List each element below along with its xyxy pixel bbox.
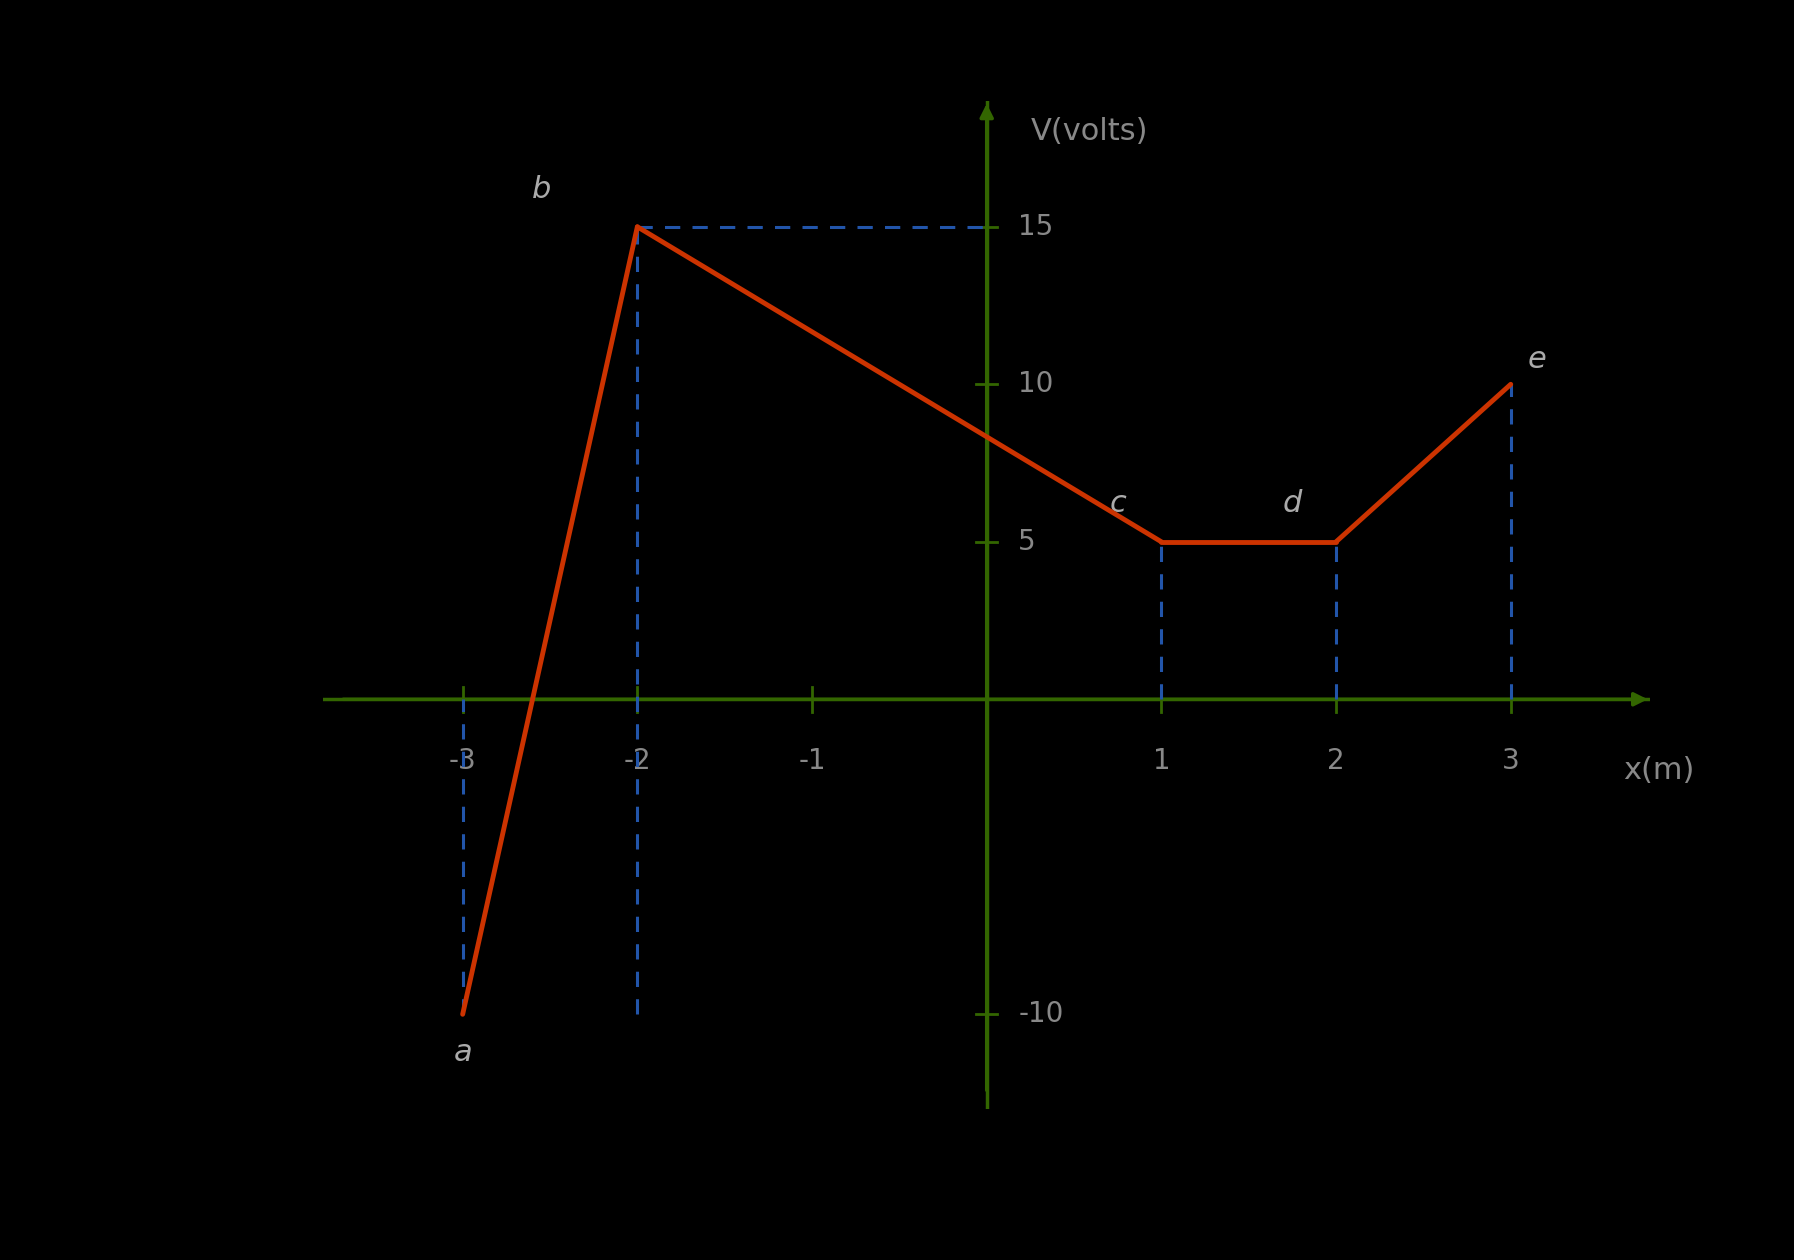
Text: 2: 2 bbox=[1328, 746, 1346, 775]
Text: -3: -3 bbox=[448, 746, 477, 775]
Text: d: d bbox=[1283, 489, 1302, 519]
Text: x(m): x(m) bbox=[1624, 756, 1695, 785]
Text: b: b bbox=[531, 174, 551, 204]
Text: 15: 15 bbox=[1019, 213, 1053, 241]
Text: 3: 3 bbox=[1502, 746, 1520, 775]
Text: 10: 10 bbox=[1019, 370, 1053, 398]
Text: -2: -2 bbox=[624, 746, 651, 775]
Text: 5: 5 bbox=[1019, 528, 1035, 556]
Text: e: e bbox=[1527, 344, 1546, 374]
Text: V(volts): V(volts) bbox=[1030, 116, 1148, 146]
Text: c: c bbox=[1109, 489, 1127, 519]
Text: 1: 1 bbox=[1152, 746, 1170, 775]
Text: -1: -1 bbox=[798, 746, 825, 775]
Text: -10: -10 bbox=[1019, 1000, 1064, 1028]
Text: a: a bbox=[454, 1037, 472, 1067]
